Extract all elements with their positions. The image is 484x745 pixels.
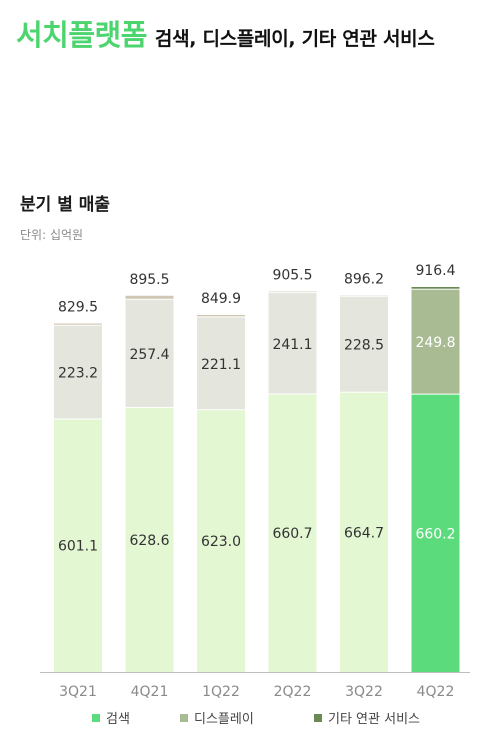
bar-display — [340, 296, 388, 392]
legend-swatch-display — [180, 713, 188, 722]
bar-display — [268, 293, 317, 394]
x-tick-label: 1Q22 — [202, 684, 240, 700]
header: 서치플랫폼 검색, 디스플레이, 기타 연관 서비스 — [16, 12, 435, 54]
data-label-display: 257.4 — [129, 347, 169, 363]
bar-other — [197, 314, 245, 317]
x-tick-label: 3Q22 — [345, 684, 383, 700]
bar-search — [197, 410, 245, 672]
data-label-total: 905.5 — [272, 268, 312, 284]
chart-title: 분기 별 매출 — [20, 195, 111, 215]
data-label-total: 829.5 — [58, 300, 98, 316]
legend-label-search: 검색 — [106, 712, 130, 727]
data-label-display: 223.2 — [58, 366, 98, 382]
legend-swatch-search — [92, 713, 100, 722]
page-subtitle: 검색, 디스플레이, 기타 연관 서비스 — [154, 28, 435, 50]
x-tick-label: 4Q21 — [131, 684, 169, 700]
bar-search — [54, 419, 102, 672]
bar-display — [54, 325, 102, 419]
data-label-search: 660.2 — [415, 526, 455, 542]
bar-other — [411, 287, 460, 289]
data-label-total: 895.5 — [129, 272, 169, 288]
bar-other — [268, 291, 317, 293]
bar-search — [125, 407, 174, 672]
data-label-display: 221.1 — [201, 357, 241, 373]
data-label-total: 849.9 — [201, 291, 241, 307]
bar-other — [125, 295, 174, 299]
bar-search — [411, 394, 460, 672]
data-label-display: 228.5 — [344, 338, 384, 354]
legend-label-other: 기타 연관 서비스 — [328, 712, 420, 727]
bar-display — [197, 317, 245, 410]
bar-search — [340, 392, 388, 672]
page-title: 서치플랫폼 — [16, 18, 147, 52]
unit-label: 단위: 십억원 — [20, 228, 84, 242]
legend-label-display: 디스플레이 — [194, 712, 254, 727]
bar-search — [268, 394, 317, 672]
bar-display — [125, 299, 174, 407]
data-label-display: 249.8 — [415, 335, 455, 351]
legend-swatch-other — [314, 713, 322, 722]
bar-display — [411, 289, 460, 394]
data-label-search: 601.1 — [58, 539, 98, 555]
data-label-search: 623.0 — [201, 534, 241, 550]
data-label-display: 241.1 — [272, 337, 312, 353]
legend-item-other: 기타 연관 서비스 — [314, 708, 420, 727]
data-label-total: 916.4 — [415, 263, 455, 279]
bar-other — [54, 323, 102, 325]
x-tick-label: 4Q22 — [417, 684, 455, 700]
legend-item-search: 검색 — [92, 708, 130, 727]
data-label-total: 896.2 — [344, 271, 384, 287]
legend-item-display: 디스플레이 — [180, 708, 254, 727]
data-label-search: 628.6 — [129, 533, 169, 549]
x-tick-label: 2Q22 — [274, 684, 312, 700]
x-tick-label: 3Q21 — [59, 684, 97, 700]
data-label-search: 664.7 — [344, 525, 384, 541]
data-label-search: 660.7 — [272, 526, 312, 542]
